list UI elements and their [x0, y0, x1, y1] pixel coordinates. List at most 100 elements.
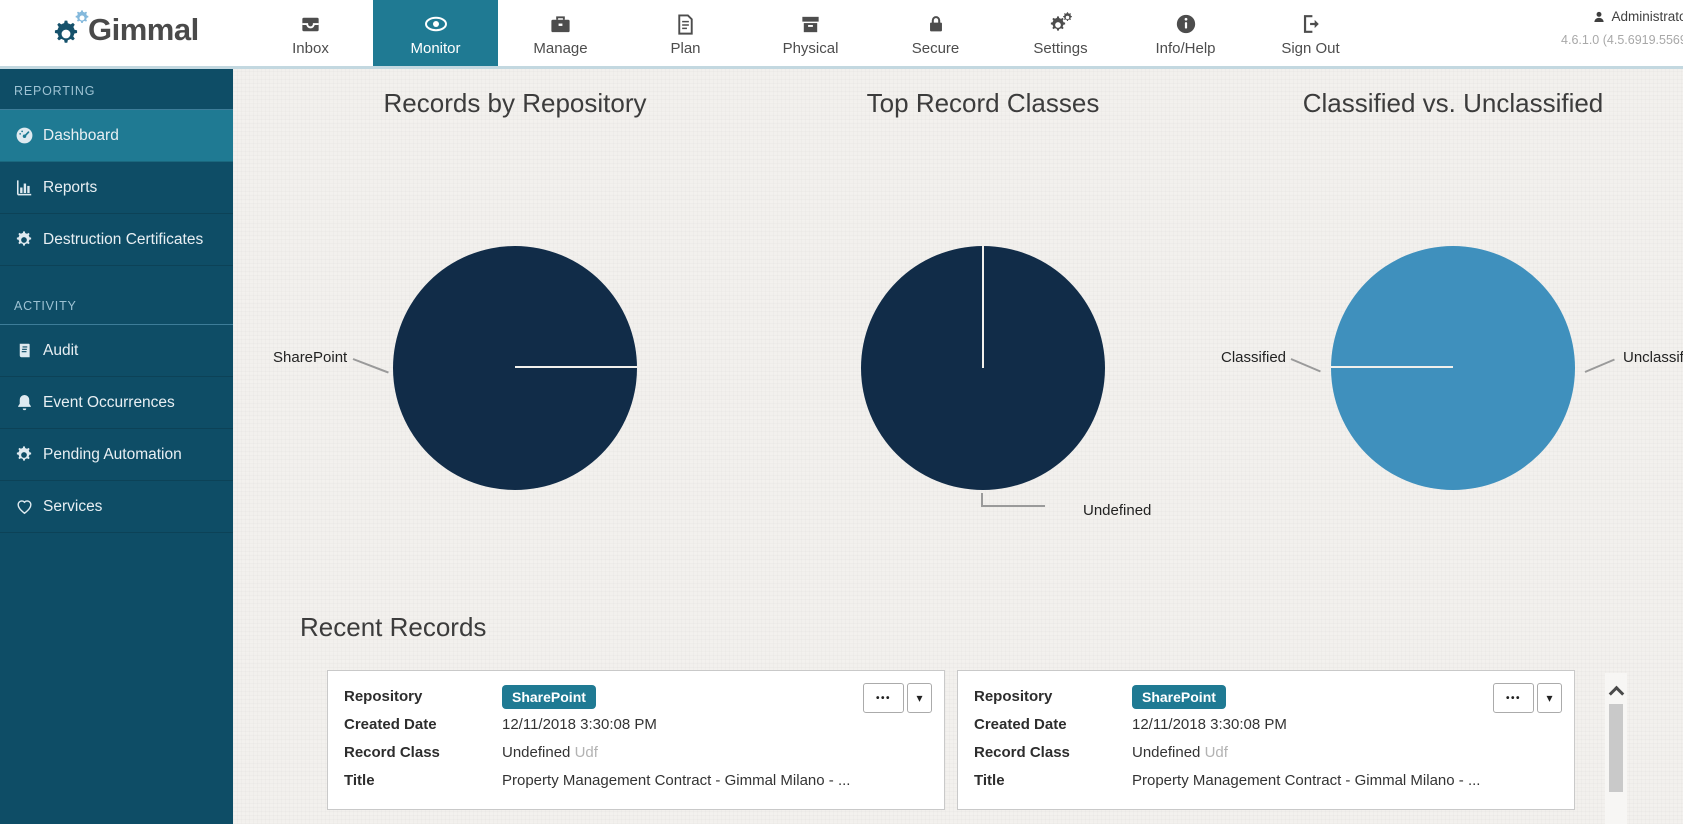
record-title-link[interactable]: Property Management Contract - Gimmal Mi…: [502, 772, 851, 789]
info-icon: [1175, 11, 1197, 37]
created-date-value: 12/11/2018 3:30:08 PM: [1132, 716, 1287, 733]
pie2-leader-line-vertical: [981, 493, 983, 507]
nav-secure-label: Secure: [911, 40, 960, 57]
repository-badge: SharePoint: [1132, 685, 1226, 709]
nav-settings[interactable]: Settings: [998, 0, 1123, 66]
nav-manage[interactable]: Manage: [498, 0, 623, 66]
field-label-record-class: Record Class: [974, 744, 1070, 761]
nav-plan-label: Plan: [670, 40, 701, 57]
sidebar: REPORTING Dashboard Reports Destruction …: [0, 69, 233, 824]
field-label-repository: Repository: [974, 688, 1053, 705]
sidebar-section-activity: ACTIVITY: [0, 284, 233, 325]
sign-out-icon: [1300, 11, 1322, 37]
gears-icon: [1049, 11, 1073, 37]
sidebar-item-label: Audit: [43, 341, 79, 359]
record-title-link[interactable]: Property Management Contract - Gimmal Mi…: [1132, 772, 1481, 789]
recent-records-heading: Recent Records: [300, 612, 487, 642]
sidebar-item-label: Services: [43, 497, 103, 515]
pie3-label-unclassified: Unclassified: [1623, 349, 1683, 366]
record-actions-dropdown-button[interactable]: ▾: [907, 683, 932, 713]
ellipsis-icon: •••: [875, 692, 891, 704]
top-navbar: Gimmal Inbox Monitor Manage Plan: [0, 0, 1683, 69]
sidebar-section-reporting: REPORTING: [0, 69, 233, 110]
pie3-label-classified: Classified: [1221, 349, 1287, 366]
briefcase-icon: [549, 11, 572, 37]
sidebar-item-destruction-certificates[interactable]: Destruction Certificates: [0, 214, 233, 266]
bell-icon: [14, 393, 34, 412]
document-icon: [674, 11, 697, 37]
sidebar-item-event-occurrences[interactable]: Event Occurrences: [0, 377, 233, 429]
user-name: Administrator: [1611, 9, 1683, 24]
nav-sign-out-label: Sign Out: [1281, 40, 1340, 57]
user-icon: [1592, 10, 1606, 24]
nav-monitor-label: Monitor: [410, 40, 461, 57]
pie-classified-vs-unclassified[interactable]: [1331, 246, 1575, 490]
field-label-created-date: Created Date: [344, 716, 437, 733]
pie3-slice-boundary: [1331, 366, 1453, 368]
gimmal-logo[interactable]: Gimmal: [52, 8, 199, 52]
chart-title-classified-vs-unclassified: Classified vs. Unclassified: [1302, 88, 1604, 118]
record-class-suffix: Udf: [1204, 744, 1228, 761]
gimmal-gear-logo-icon: [52, 8, 92, 52]
vertical-scrollbar-thumb[interactable]: [1609, 704, 1623, 792]
sidebar-item-label: Dashboard: [43, 126, 119, 144]
user-block: Administrator 4.6.1.0 (4.5.6919.5569): [1561, 9, 1683, 47]
logo-text: Gimmal: [88, 12, 199, 47]
record-actions-button[interactable]: •••: [1493, 683, 1534, 713]
field-label-record-class: Record Class: [344, 744, 440, 761]
bar-chart-icon: [14, 178, 34, 197]
nav-info-help[interactable]: Info/Help: [1123, 0, 1248, 66]
record-actions-dropdown-button[interactable]: ▾: [1537, 683, 1562, 713]
archive-box-icon: [799, 11, 822, 37]
lock-icon: [925, 11, 947, 37]
sidebar-item-label: Pending Automation: [43, 445, 182, 463]
nav-sign-out[interactable]: Sign Out: [1248, 0, 1373, 66]
record-class-suffix: Udf: [574, 744, 598, 761]
heart-icon: [14, 497, 34, 516]
book-icon: [14, 341, 34, 360]
sidebar-item-reports[interactable]: Reports: [0, 162, 233, 214]
nav-settings-label: Settings: [1033, 40, 1088, 57]
sidebar-item-label: Event Occurrences: [43, 393, 175, 411]
field-label-created-date: Created Date: [974, 716, 1067, 733]
chart-title-records-by-repository: Records by Repository: [383, 88, 647, 118]
sidebar-item-label: Reports: [43, 178, 98, 196]
app-version: 4.6.1.0 (4.5.6919.5569): [1561, 33, 1683, 47]
recent-record-card: Repository SharePoint Created Date 12/11…: [957, 670, 1575, 810]
pie3-leader-line-left: [1290, 358, 1321, 373]
recent-record-card: Repository SharePoint Created Date 12/11…: [327, 670, 945, 810]
nav-info-help-label: Info/Help: [1155, 40, 1216, 57]
main-nav: Inbox Monitor Manage Plan Physical: [248, 0, 1373, 69]
pie2-slice-boundary: [982, 246, 984, 368]
nav-monitor[interactable]: Monitor: [373, 0, 498, 69]
chevron-down-icon: ▾: [916, 691, 923, 705]
sidebar-item-services[interactable]: Services: [0, 481, 233, 533]
dashboard-main: Records by Repository Top Record Classes…: [233, 66, 1683, 824]
sidebar-item-label: Destruction Certificates: [43, 230, 204, 248]
pie1-label-sharepoint: SharePoint: [273, 349, 348, 366]
nav-physical[interactable]: Physical: [748, 0, 873, 66]
nav-inbox-label: Inbox: [292, 40, 329, 57]
pie2-leader-line-horizontal: [981, 505, 1045, 507]
sidebar-item-pending-automation[interactable]: Pending Automation: [0, 429, 233, 481]
nav-manage-label: Manage: [533, 40, 588, 57]
gauge-icon: [14, 126, 34, 145]
eye-icon: [424, 11, 448, 37]
pie1-slice-boundary: [515, 366, 637, 368]
pie-records-by-repository[interactable]: [393, 246, 637, 490]
ellipsis-icon: •••: [1505, 692, 1521, 704]
chevron-down-icon: ▾: [1546, 691, 1553, 705]
gear-icon: [14, 446, 34, 464]
nav-inbox[interactable]: Inbox: [248, 0, 373, 66]
nav-plan[interactable]: Plan: [623, 0, 748, 66]
record-actions-button[interactable]: •••: [863, 683, 904, 713]
seal-icon: [14, 231, 34, 249]
sidebar-item-audit[interactable]: Audit: [0, 325, 233, 377]
nav-secure[interactable]: Secure: [873, 0, 998, 66]
record-class-value: Undefined: [502, 744, 571, 761]
field-label-title: Title: [344, 772, 375, 789]
created-date-value: 12/11/2018 3:30:08 PM: [502, 716, 657, 733]
record-class-value: Undefined: [1132, 744, 1201, 761]
sidebar-item-dashboard[interactable]: Dashboard: [0, 110, 233, 162]
inbox-icon: [299, 11, 322, 37]
